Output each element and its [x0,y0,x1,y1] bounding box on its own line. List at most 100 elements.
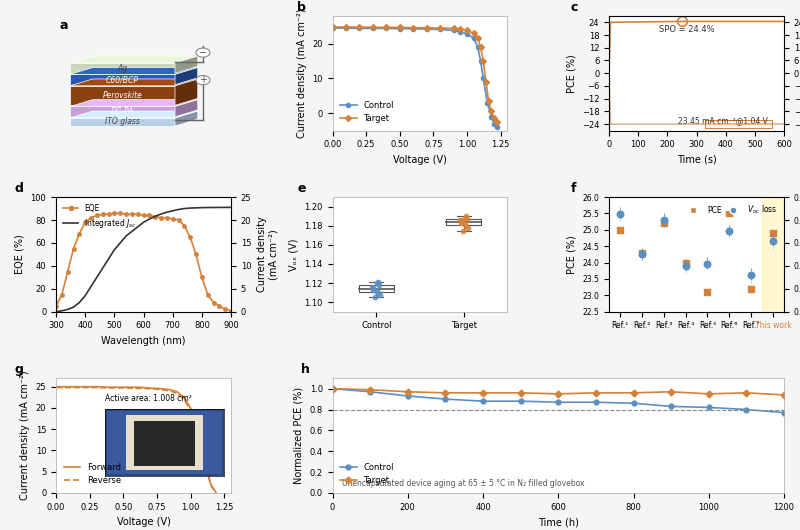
Reverse [199,458,209,464]
Text: c: c [570,1,578,14]
Target [403,388,413,395]
EQE [168,216,178,222]
Target [473,36,482,42]
EQE [197,274,206,280]
Point [459,222,472,230]
Integrated $J_{sc}$ [174,206,183,213]
Point [367,284,380,292]
Control [554,399,563,405]
Target [591,390,601,396]
Point [454,216,466,224]
Target [478,390,488,396]
Point [614,210,626,218]
Point [459,212,472,220]
Polygon shape [175,111,198,126]
Integrated $J_{sc}$ [80,293,90,299]
Forward [172,388,182,395]
Target [382,24,391,31]
Forward [152,385,162,392]
Text: 23.45 mA cm⁻²@1.04 V: 23.45 mA cm⁻²@1.04 V [678,116,767,125]
Control [422,26,431,32]
EQE [209,299,218,306]
Text: e: e [298,182,306,195]
Control [666,403,676,410]
Integrated $J_{sc}$ [145,216,154,222]
Target [395,24,405,31]
Target [704,391,714,397]
EQE [92,212,102,218]
Reverse [215,495,225,501]
Point [373,281,386,289]
Control [441,396,450,402]
X-axis label: Wavelength (nm): Wavelength (nm) [102,336,186,346]
Integrated $J_{sc}$ [110,246,119,253]
Text: a: a [59,19,68,32]
Forward [159,386,169,392]
Text: Ag: Ag [118,64,127,73]
Y-axis label: PCE (%): PCE (%) [567,235,577,274]
Target [328,24,338,30]
Text: Active area: 1.008 cm²: Active area: 1.008 cm² [105,394,192,403]
Forward [206,481,216,488]
EQE [179,223,189,229]
Point [679,258,692,267]
Forward [186,405,195,411]
Target [516,390,526,396]
Forward [146,385,155,391]
Point [766,229,779,237]
Point [372,288,385,297]
Target [476,44,486,50]
Line: Reverse: Reverse [56,387,220,498]
EQE [110,210,119,216]
Polygon shape [70,118,175,126]
Forward [91,384,101,390]
Integrated $J_{sc}$ [156,211,166,217]
Text: SPO = 24.4%: SPO = 24.4% [658,25,714,34]
Integrated $J_{sc}$ [226,204,236,210]
Forward [132,384,142,390]
Polygon shape [70,56,198,63]
Bar [358,286,394,292]
Control [403,393,413,399]
Control [435,26,445,33]
Bar [446,219,482,225]
Reverse [118,385,128,391]
Y-axis label: Normalized PCE (%): Normalized PCE (%) [294,387,304,484]
Integrated $J_{sc}$ [104,256,114,262]
Polygon shape [70,63,175,73]
Control [629,400,638,407]
Line: Target: Target [330,25,499,124]
Point [723,227,736,236]
Target [368,24,378,31]
Integrated $J_{sc}$ [150,213,160,219]
Integrated $J_{sc}$ [186,205,195,211]
Integrated $J_{sc}$ [51,308,61,315]
Circle shape [196,48,210,57]
Point [701,288,714,296]
Integrated $J_{sc}$ [69,304,78,311]
Point [658,216,670,224]
Target [478,58,488,64]
EQE [122,211,131,217]
Polygon shape [70,74,175,85]
Forward [199,456,209,462]
Point [366,282,378,291]
Reverse [152,386,162,392]
Polygon shape [70,107,175,117]
Reverse [51,384,61,391]
Legend: EQE, Integrated $J_{sc}$: EQE, Integrated $J_{sc}$ [60,201,139,233]
Point [369,293,382,302]
Control [490,120,499,127]
Legend: Control, Target: Control, Target [337,460,397,489]
EQE [51,303,61,309]
EQE [162,215,172,221]
EQE [156,215,166,221]
Circle shape [196,76,210,85]
Line: Control: Control [330,386,786,415]
Y-axis label: Current density (mA cm⁻²): Current density (mA cm⁻²) [297,8,306,138]
Reverse [65,384,74,391]
Legend: Control, Target: Control, Target [337,98,397,126]
Text: b: b [298,1,306,14]
Reverse [179,396,189,403]
Target [455,26,465,32]
